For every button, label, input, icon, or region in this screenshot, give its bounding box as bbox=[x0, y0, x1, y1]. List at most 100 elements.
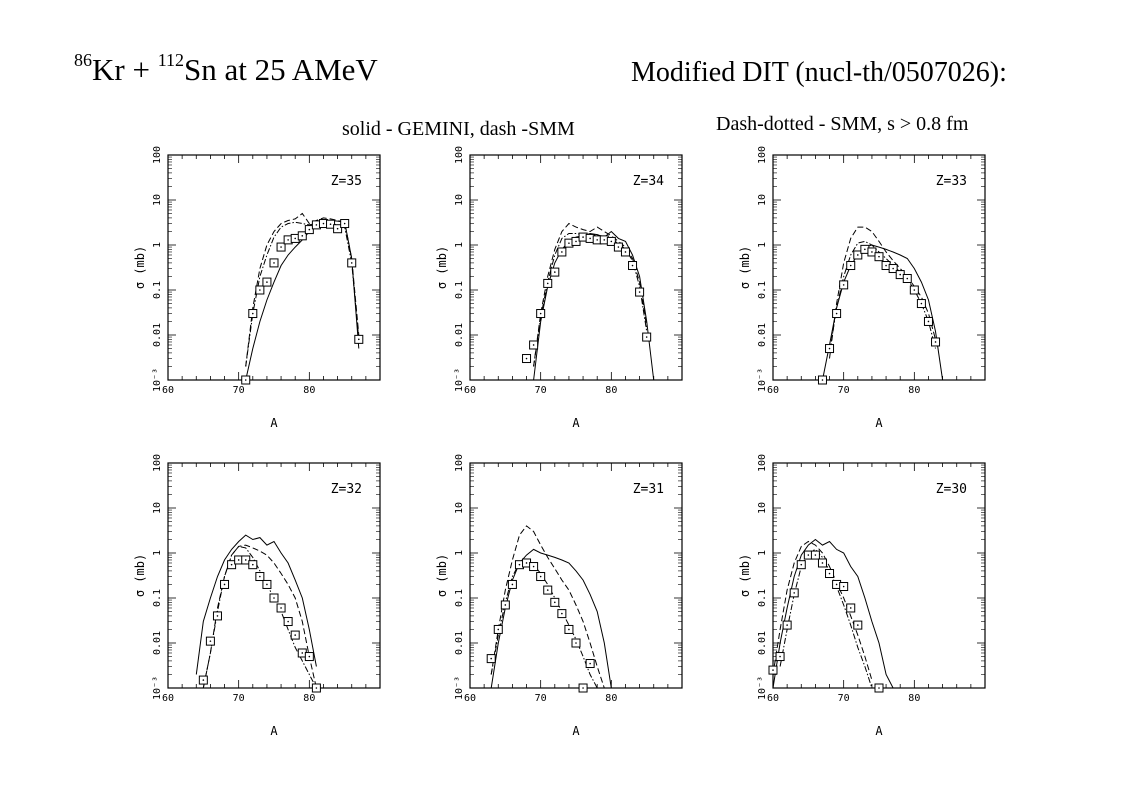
data-point-dot bbox=[842, 585, 845, 588]
data-point-dot bbox=[504, 604, 507, 606]
data-point-dot bbox=[849, 607, 852, 609]
data-point-dot bbox=[871, 251, 873, 253]
y-tick-label: 0.1 bbox=[152, 589, 163, 607]
data-point-dot bbox=[800, 563, 803, 566]
data-point-dot bbox=[511, 583, 514, 586]
y-axis-label: σ (mb) bbox=[133, 554, 147, 597]
x-tick-label: 60 bbox=[767, 385, 779, 396]
data-point-dot bbox=[539, 575, 542, 578]
x-tick-label: 80 bbox=[605, 385, 617, 396]
data-point-dot bbox=[329, 223, 332, 225]
data-point-dot bbox=[821, 562, 824, 564]
y-tick-label: 1 bbox=[757, 550, 768, 556]
data-point-dot bbox=[610, 240, 613, 243]
data-point-dot bbox=[807, 554, 810, 556]
y-tick-label: 10 bbox=[152, 502, 163, 514]
y-tick-label: 0.1 bbox=[757, 589, 768, 607]
data-point-dot bbox=[546, 282, 549, 285]
y-tick-label: 10 bbox=[757, 194, 768, 206]
data-point-dot bbox=[793, 592, 795, 594]
x-tick-label: 70 bbox=[838, 693, 850, 704]
y-tick-label: 1 bbox=[454, 550, 465, 556]
series-solid-line bbox=[245, 219, 360, 381]
series-solid-line bbox=[533, 230, 655, 381]
y-tick-label: 1 bbox=[757, 242, 768, 248]
data-point-dot bbox=[315, 687, 318, 689]
data-point-dot bbox=[814, 554, 817, 556]
data-point-dot bbox=[294, 634, 297, 636]
data-point-dot bbox=[575, 642, 577, 644]
y-tick-label: 0.1 bbox=[152, 281, 163, 299]
y-tick-label: 0.01 bbox=[454, 631, 465, 655]
data-point-dot bbox=[546, 589, 549, 591]
chart-panel-3: 60 70 80 10⁻³ 0.01 0.1 1 10 100 Aσ (mb) Z=33 bbox=[738, 146, 986, 430]
data-point-dot bbox=[287, 239, 289, 241]
x-tick-label: 70 bbox=[233, 385, 245, 396]
data-point-dot bbox=[532, 565, 535, 568]
panel-z-label: Z=35 bbox=[331, 174, 362, 189]
legend-note-left: solid - GEMINI, dash -SMM bbox=[342, 118, 575, 140]
y-tick-label: 0.1 bbox=[757, 281, 768, 299]
chart-panel-6: 60 70 80 10⁻³ 0.01 0.1 1 10 100 Aσ (mb) Z=30 bbox=[738, 454, 986, 738]
data-point-dot bbox=[294, 237, 297, 240]
chart-panel-1: 60 70 80 10⁻³ 0.01 0.1 1 10 100 Aσ (mb) Z=35 bbox=[133, 146, 381, 430]
plot-frame bbox=[469, 154, 683, 381]
data-point-dot bbox=[864, 248, 866, 251]
data-point-dot bbox=[350, 262, 353, 264]
data-point-dot bbox=[301, 235, 304, 237]
series-dash-line bbox=[245, 212, 360, 367]
y-tick-label: 1 bbox=[152, 550, 163, 556]
data-point-dot bbox=[596, 239, 598, 241]
data-point-dot bbox=[322, 222, 325, 225]
data-point-dot bbox=[266, 281, 268, 283]
plot-frame bbox=[167, 154, 381, 381]
data-point-dot bbox=[835, 583, 838, 586]
y-tick-label: 0.01 bbox=[454, 323, 465, 347]
y-tick-label: 10⁻³ bbox=[757, 368, 768, 392]
data-point-dot bbox=[308, 655, 311, 658]
data-point-dot bbox=[244, 559, 247, 561]
y-axis-label: σ (mb) bbox=[435, 554, 449, 597]
panel-z-label: Z=31 bbox=[633, 482, 664, 497]
data-point-dot bbox=[273, 262, 275, 264]
data-point-dot bbox=[821, 379, 824, 381]
data-point-dot bbox=[287, 620, 289, 623]
data-point-dot bbox=[857, 254, 859, 256]
data-point-dot bbox=[638, 291, 641, 293]
x-tick-label: 60 bbox=[464, 693, 476, 704]
data-point-dot bbox=[878, 255, 880, 258]
data-point-dot bbox=[230, 563, 233, 566]
chart-panel-4: 60 70 80 10⁻³ 0.01 0.1 1 10 100 Aσ (mb) Z=32 bbox=[133, 454, 381, 738]
y-tick-label: 100 bbox=[454, 146, 465, 164]
x-tick-label: 80 bbox=[908, 693, 920, 704]
y-tick-label: 10⁻³ bbox=[152, 676, 163, 700]
y-tick-label: 100 bbox=[454, 454, 465, 472]
data-point-dot bbox=[589, 662, 591, 665]
data-point-dot bbox=[906, 277, 909, 280]
data-point-dot bbox=[835, 312, 838, 315]
data-point-dot bbox=[568, 628, 570, 631]
page-title-left: 86Kr + 112Sn at 25 AMeV bbox=[74, 50, 378, 88]
data-point-dot bbox=[244, 379, 247, 381]
chart-panel-2: 60 70 80 10⁻³ 0.01 0.1 1 10 100 Aσ (mb) Z=34 bbox=[435, 146, 683, 430]
data-point-dot bbox=[828, 347, 831, 350]
data-point-dot bbox=[252, 312, 254, 315]
y-tick-label: 1 bbox=[152, 242, 163, 248]
data-point-dot bbox=[266, 583, 268, 586]
data-point-dot bbox=[525, 357, 528, 360]
data-point-dot bbox=[280, 607, 282, 609]
data-point-dot bbox=[645, 336, 648, 338]
x-tick-label: 70 bbox=[838, 385, 850, 396]
data-point-dot bbox=[779, 655, 781, 658]
x-axis-label: A bbox=[572, 724, 580, 738]
data-point-dot bbox=[892, 267, 894, 270]
x-tick-label: 80 bbox=[303, 385, 315, 396]
data-point-dot bbox=[885, 264, 887, 267]
data-point-dot bbox=[343, 222, 346, 225]
data-point-dot bbox=[315, 224, 318, 226]
data-point-dot bbox=[336, 227, 339, 230]
x-axis-label: A bbox=[270, 724, 278, 738]
data-point-dot bbox=[561, 612, 563, 615]
data-point-dot bbox=[490, 657, 493, 660]
